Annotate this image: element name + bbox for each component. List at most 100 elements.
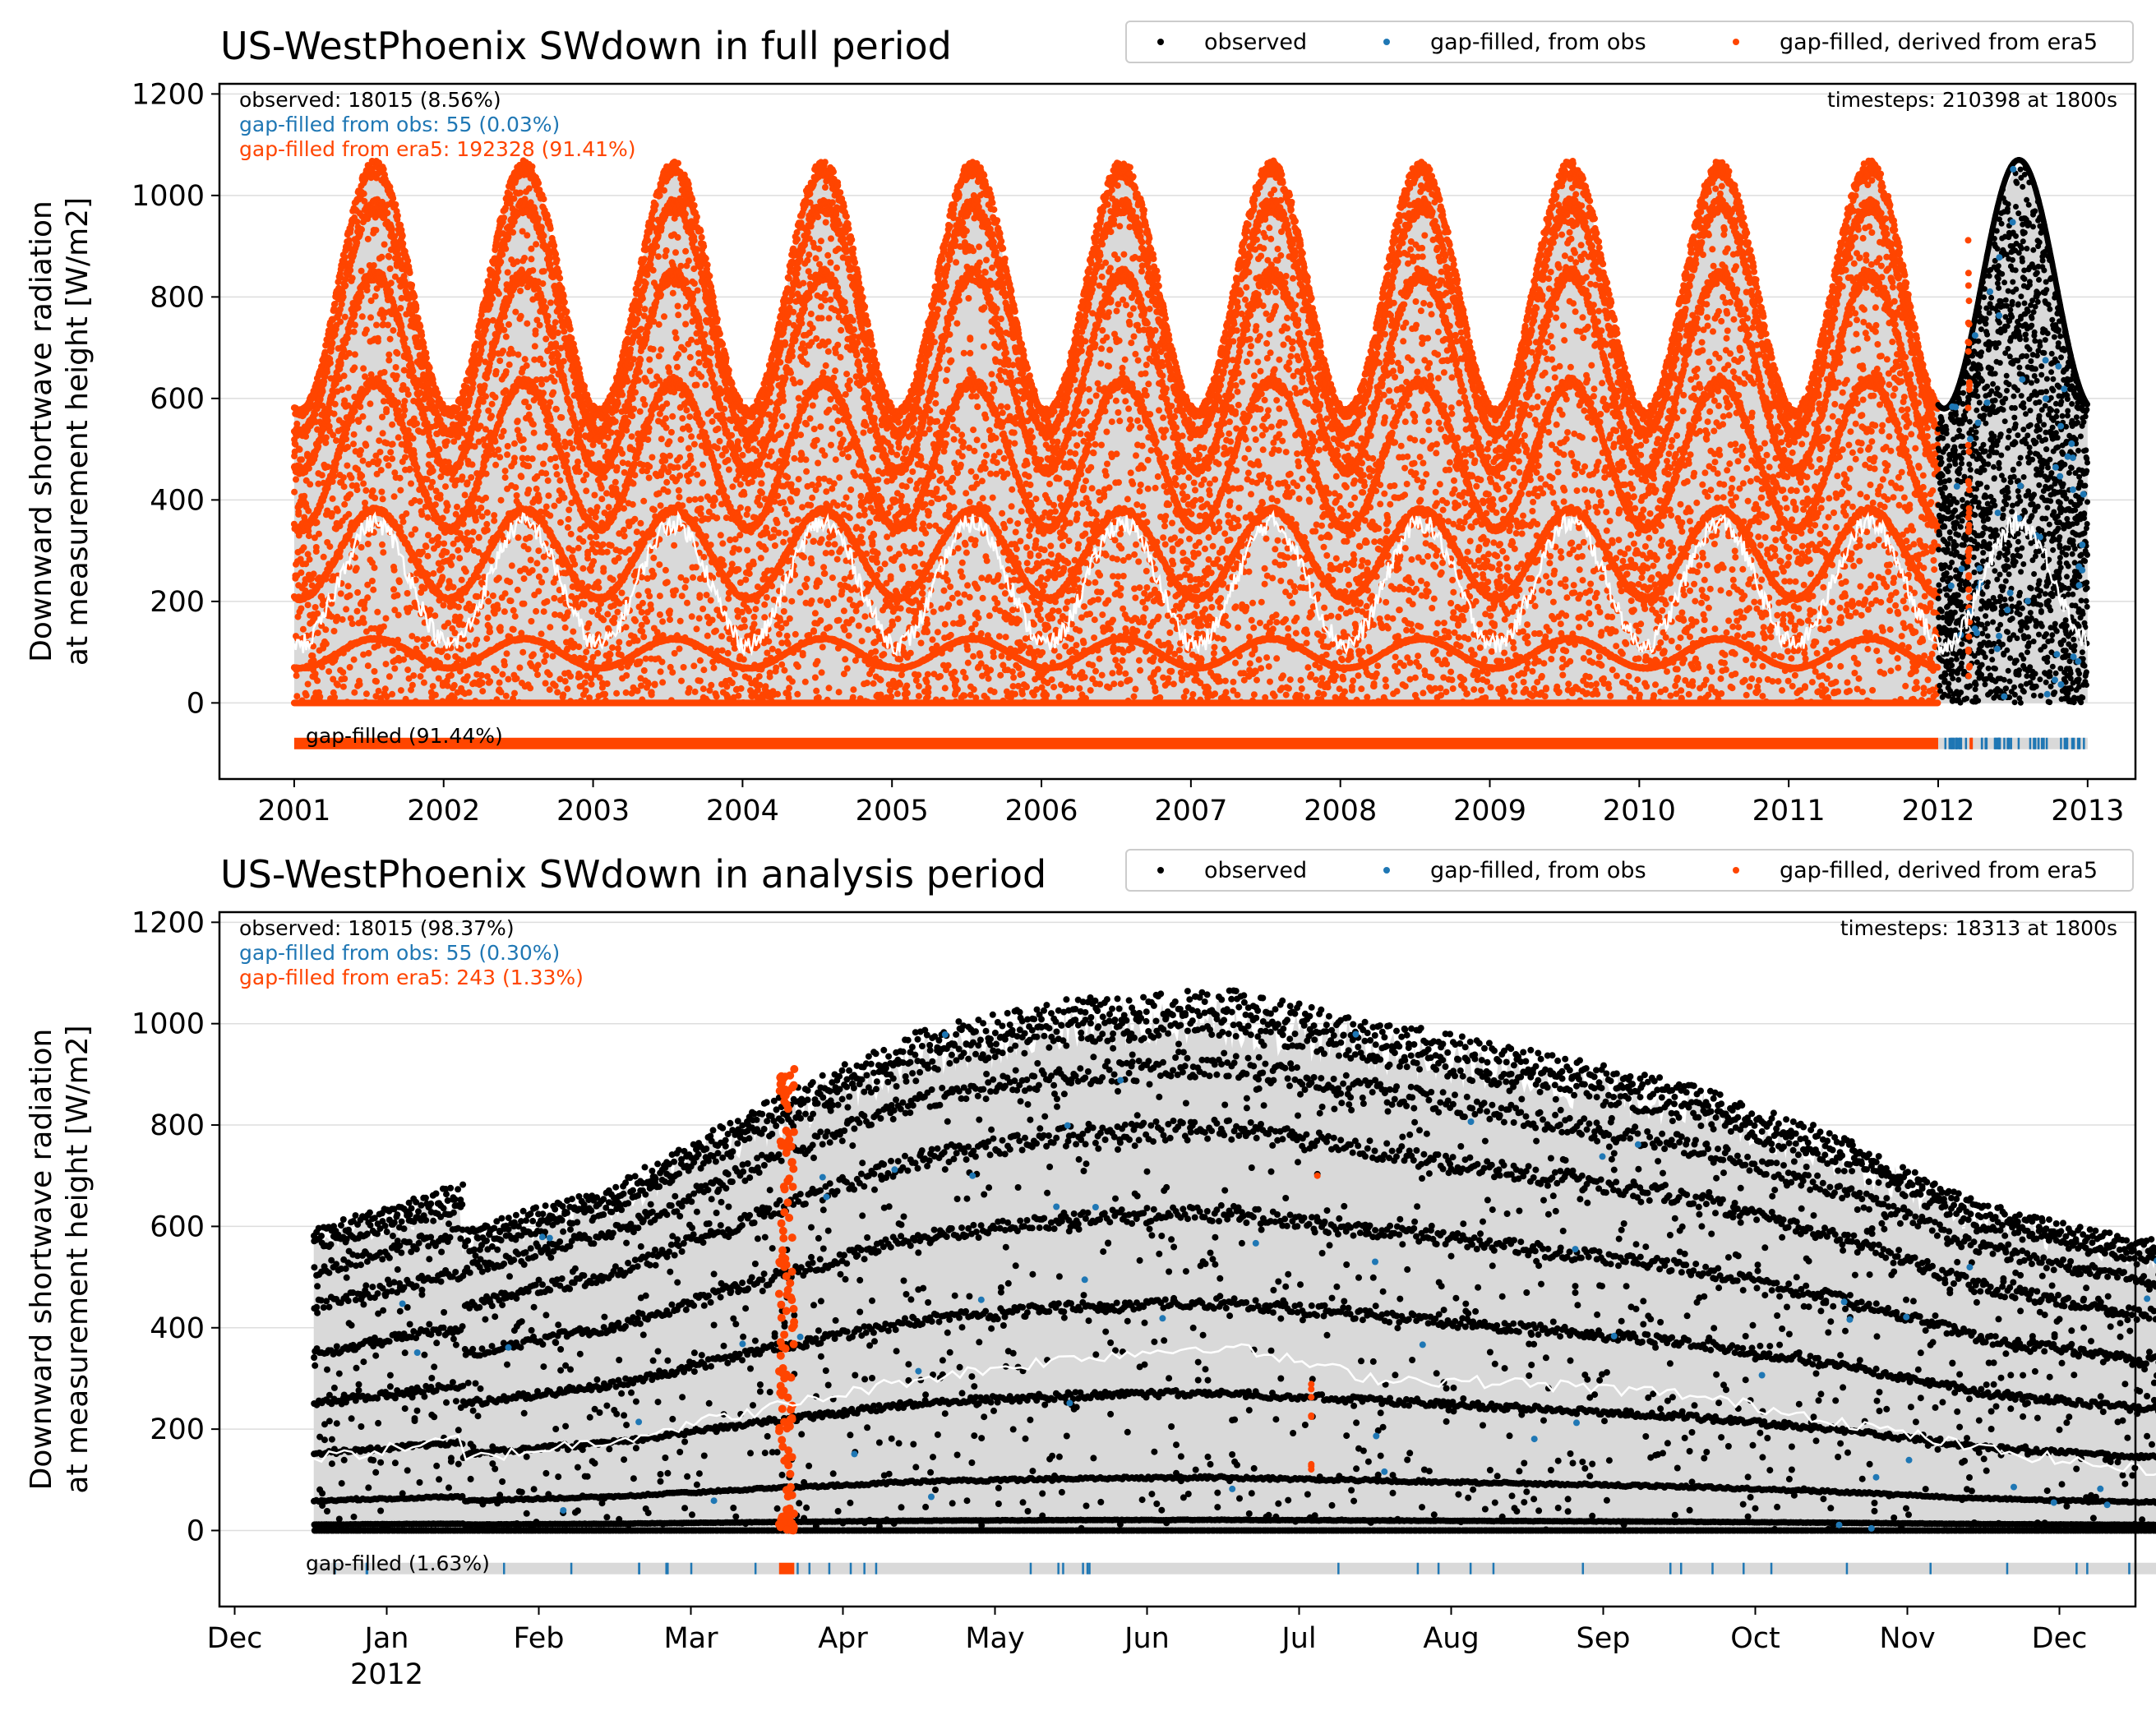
data-point bbox=[526, 534, 533, 541]
data-point bbox=[351, 351, 358, 358]
data-point bbox=[339, 683, 347, 690]
data-point bbox=[399, 518, 407, 525]
data-point bbox=[535, 215, 542, 223]
data-point bbox=[424, 552, 432, 560]
data-point bbox=[529, 455, 536, 463]
data-point bbox=[462, 408, 469, 416]
data-point bbox=[430, 569, 437, 577]
data-point bbox=[489, 592, 496, 599]
data-point bbox=[404, 590, 411, 597]
data-point bbox=[448, 561, 455, 569]
data-point bbox=[339, 669, 347, 676]
data-point bbox=[524, 232, 531, 239]
data-point bbox=[389, 647, 396, 654]
data-point bbox=[501, 214, 508, 222]
data-point bbox=[372, 495, 379, 501]
data-point bbox=[324, 417, 331, 424]
data-point bbox=[492, 438, 499, 445]
data-point bbox=[382, 615, 390, 622]
data-point bbox=[545, 492, 552, 500]
data-point bbox=[344, 583, 352, 590]
data-point bbox=[367, 400, 374, 408]
data-point bbox=[404, 666, 412, 674]
data-point bbox=[390, 327, 397, 334]
data-point bbox=[330, 410, 338, 417]
data-point bbox=[331, 331, 339, 339]
data-point bbox=[387, 279, 395, 287]
data-point bbox=[403, 510, 410, 517]
data-point bbox=[293, 420, 301, 427]
data-point bbox=[540, 268, 547, 275]
data-point bbox=[359, 457, 367, 464]
data-point bbox=[422, 641, 429, 648]
data-point bbox=[350, 656, 358, 663]
data-point bbox=[409, 435, 417, 442]
data-point bbox=[501, 474, 509, 482]
data-point bbox=[482, 494, 489, 501]
data-point bbox=[501, 468, 509, 475]
data-point bbox=[525, 185, 533, 192]
data-point bbox=[304, 551, 312, 558]
data-point bbox=[480, 463, 487, 470]
data-point bbox=[478, 347, 485, 354]
data-point bbox=[398, 323, 405, 330]
data-point bbox=[322, 626, 330, 634]
data-point bbox=[334, 507, 341, 514]
data-point bbox=[469, 461, 476, 468]
data-point bbox=[349, 417, 356, 424]
data-point bbox=[356, 680, 363, 688]
data-point bbox=[489, 295, 496, 302]
data-point bbox=[357, 403, 364, 410]
data-point bbox=[547, 416, 554, 423]
data-point bbox=[534, 671, 541, 679]
data-point bbox=[341, 313, 349, 320]
data-point bbox=[544, 477, 552, 484]
data-point bbox=[440, 602, 447, 609]
data-point bbox=[529, 567, 536, 574]
data-point bbox=[512, 484, 519, 491]
data-point bbox=[459, 621, 466, 629]
data-point bbox=[448, 671, 455, 679]
data-point bbox=[541, 658, 548, 665]
data-point bbox=[483, 520, 491, 528]
data-point bbox=[503, 650, 510, 657]
data-point bbox=[488, 413, 495, 420]
data-point bbox=[464, 414, 472, 422]
data-point bbox=[337, 359, 344, 367]
data-point bbox=[292, 440, 299, 448]
data-point bbox=[506, 579, 514, 586]
data-point bbox=[510, 606, 517, 614]
data-point bbox=[360, 480, 367, 487]
data-point bbox=[395, 407, 403, 414]
data-point bbox=[302, 692, 310, 699]
data-point bbox=[510, 626, 517, 634]
data-point bbox=[474, 574, 482, 581]
data-point bbox=[389, 455, 396, 463]
data-point bbox=[306, 556, 313, 563]
data-point bbox=[450, 583, 457, 591]
data-point bbox=[293, 672, 300, 680]
data-point bbox=[390, 493, 398, 500]
data-point bbox=[510, 195, 518, 202]
data-point bbox=[354, 304, 362, 311]
data-point bbox=[331, 694, 339, 701]
data-point bbox=[293, 693, 301, 700]
data-point bbox=[336, 553, 344, 560]
data-point bbox=[462, 568, 469, 575]
data-point bbox=[551, 595, 558, 602]
data-point bbox=[359, 413, 367, 420]
data-point bbox=[469, 504, 477, 511]
data-point bbox=[520, 575, 528, 583]
data-point bbox=[517, 312, 524, 320]
data-point bbox=[353, 607, 361, 615]
data-point bbox=[547, 512, 554, 519]
data-point bbox=[497, 258, 505, 265]
data-point bbox=[469, 380, 477, 387]
data-point bbox=[381, 241, 388, 248]
data-point bbox=[400, 412, 408, 419]
data-point bbox=[478, 505, 485, 511]
data-point bbox=[360, 365, 367, 372]
data-point bbox=[358, 267, 365, 274]
data-point bbox=[300, 544, 307, 551]
